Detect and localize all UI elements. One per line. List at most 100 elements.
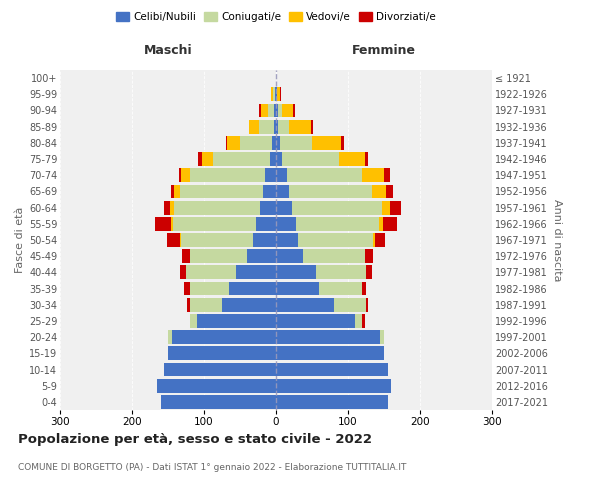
- Bar: [259, 104, 261, 118]
- Bar: [248, 120, 259, 134]
- Bar: [292, 200, 382, 214]
- Bar: [271, 88, 273, 101]
- Bar: [276, 379, 391, 392]
- Bar: [287, 168, 362, 182]
- Bar: [155, 217, 171, 230]
- Bar: [260, 200, 276, 214]
- Bar: [171, 184, 175, 198]
- Bar: [379, 217, 383, 230]
- Bar: [229, 282, 276, 296]
- Bar: [259, 120, 274, 134]
- Bar: [276, 200, 292, 214]
- Bar: [179, 233, 181, 247]
- Text: Popolazione per età, sesso e stato civile - 2022: Popolazione per età, sesso e stato civil…: [18, 432, 372, 446]
- Bar: [341, 136, 344, 149]
- Bar: [187, 298, 190, 312]
- Bar: [174, 200, 260, 214]
- Bar: [380, 330, 384, 344]
- Bar: [170, 200, 174, 214]
- Bar: [190, 168, 265, 182]
- Bar: [272, 136, 276, 149]
- Text: Maschi: Maschi: [143, 44, 193, 57]
- Bar: [304, 250, 365, 263]
- Bar: [276, 88, 277, 101]
- Bar: [276, 362, 388, 376]
- Bar: [391, 200, 401, 214]
- Bar: [278, 104, 282, 118]
- Bar: [263, 184, 276, 198]
- Bar: [316, 266, 366, 280]
- Bar: [372, 184, 386, 198]
- Bar: [373, 233, 374, 247]
- Bar: [186, 266, 236, 280]
- Bar: [311, 120, 313, 134]
- Bar: [274, 104, 276, 118]
- Bar: [275, 88, 276, 101]
- Bar: [276, 314, 355, 328]
- Bar: [276, 282, 319, 296]
- Bar: [280, 136, 312, 149]
- Bar: [278, 120, 289, 134]
- Bar: [298, 233, 373, 247]
- Bar: [184, 282, 190, 296]
- Bar: [164, 362, 276, 376]
- Bar: [190, 250, 247, 263]
- Bar: [181, 168, 190, 182]
- Text: COMUNE DI BORGETTO (PA) - Dati ISTAT 1° gennaio 2022 - Elaborazione TUTTITALIA.I: COMUNE DI BORGETTO (PA) - Dati ISTAT 1° …: [18, 462, 406, 471]
- Bar: [198, 152, 202, 166]
- Bar: [190, 298, 222, 312]
- Bar: [172, 330, 276, 344]
- Bar: [227, 136, 240, 149]
- Bar: [173, 217, 256, 230]
- Bar: [190, 314, 197, 328]
- Bar: [168, 330, 172, 344]
- Bar: [276, 346, 384, 360]
- Bar: [168, 346, 276, 360]
- Bar: [256, 217, 276, 230]
- Bar: [334, 298, 366, 312]
- Bar: [289, 120, 311, 134]
- Bar: [261, 104, 268, 118]
- Y-axis label: Fasce di età: Fasce di età: [14, 207, 25, 273]
- Bar: [268, 104, 274, 118]
- Bar: [253, 233, 276, 247]
- Bar: [167, 233, 179, 247]
- Bar: [273, 88, 275, 101]
- Bar: [362, 314, 365, 328]
- Bar: [222, 298, 276, 312]
- Bar: [276, 120, 278, 134]
- Bar: [180, 266, 186, 280]
- Bar: [265, 168, 276, 182]
- Bar: [365, 152, 368, 166]
- Y-axis label: Anni di nascita: Anni di nascita: [551, 198, 562, 281]
- Bar: [276, 184, 289, 198]
- Bar: [382, 200, 391, 214]
- Bar: [276, 395, 388, 409]
- Bar: [181, 233, 253, 247]
- Bar: [383, 217, 397, 230]
- Bar: [180, 184, 263, 198]
- Bar: [276, 168, 287, 182]
- Bar: [276, 136, 280, 149]
- Bar: [293, 104, 295, 118]
- Bar: [182, 250, 190, 263]
- Bar: [157, 379, 276, 392]
- Bar: [161, 395, 276, 409]
- Bar: [226, 136, 227, 149]
- Bar: [386, 184, 394, 198]
- Bar: [276, 266, 316, 280]
- Bar: [319, 282, 362, 296]
- Bar: [276, 330, 380, 344]
- Bar: [276, 152, 282, 166]
- Bar: [296, 217, 379, 230]
- Bar: [282, 104, 293, 118]
- Bar: [276, 298, 334, 312]
- Bar: [276, 233, 298, 247]
- Bar: [374, 233, 385, 247]
- Bar: [355, 314, 362, 328]
- Bar: [236, 266, 276, 280]
- Bar: [276, 217, 296, 230]
- Bar: [175, 184, 180, 198]
- Bar: [365, 250, 373, 263]
- Legend: Celibi/Nubili, Coniugati/e, Vedovi/e, Divorziati/e: Celibi/Nubili, Coniugati/e, Vedovi/e, Di…: [112, 8, 440, 26]
